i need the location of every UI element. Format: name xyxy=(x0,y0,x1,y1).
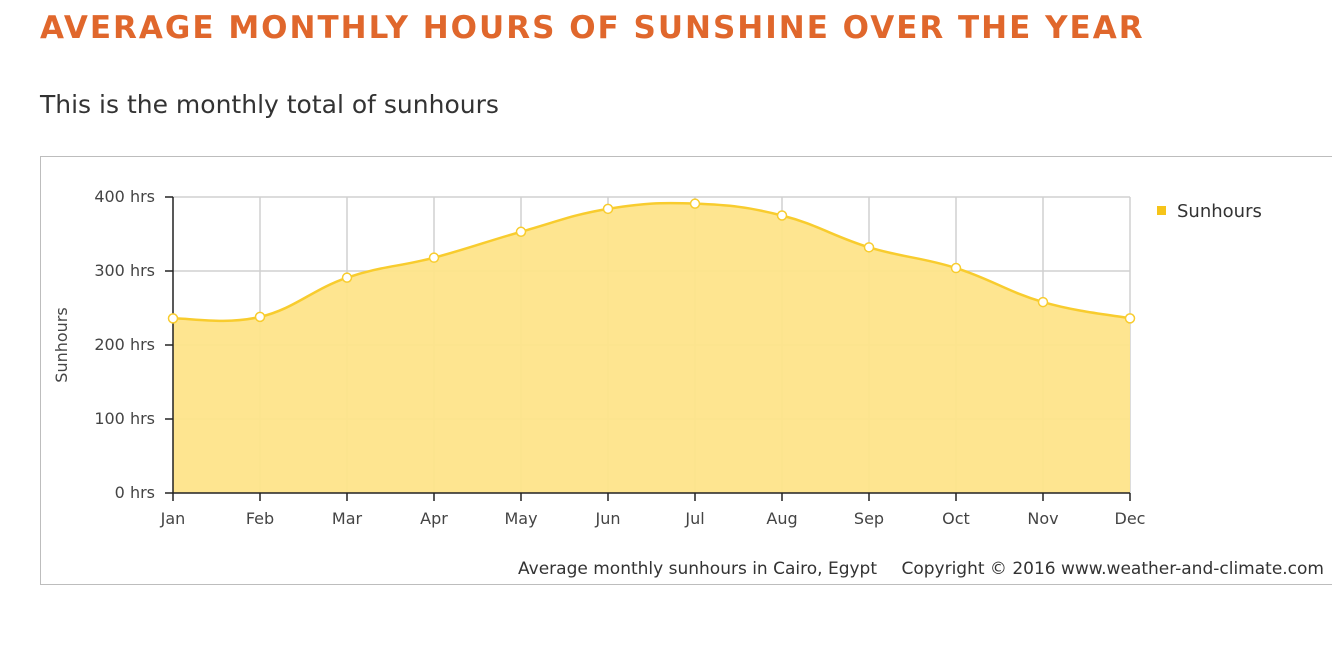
x-tick-label-jul: Jul xyxy=(684,509,704,528)
data-point-oct[interactable] xyxy=(950,262,962,274)
y-tick-label: 0 hrs xyxy=(115,483,155,502)
data-point-aug[interactable] xyxy=(776,210,788,221)
x-tick-label-apr: Apr xyxy=(420,509,448,528)
data-point-jul[interactable] xyxy=(689,198,701,209)
data-point-jun[interactable] xyxy=(602,203,614,215)
data-point-apr[interactable] xyxy=(428,252,440,263)
data-point-nov[interactable] xyxy=(1037,296,1049,308)
page-title: AVERAGE MONTHLY HOURS OF SUNSHINE OVER T… xyxy=(40,10,1145,46)
sunhours-line xyxy=(172,201,1131,323)
x-tick-label-jun: Jun xyxy=(595,509,621,528)
x-tick-label-mar: Mar xyxy=(332,509,363,528)
data-point-mar[interactable] xyxy=(341,272,353,283)
x-tick-label-aug: Aug xyxy=(766,509,797,528)
x-tick-label-sep: Sep xyxy=(854,509,884,528)
x-tick-label-may: May xyxy=(504,509,537,528)
page-subtitle: This is the monthly total of sunhours xyxy=(40,90,499,119)
legend-marker xyxy=(1157,206,1166,215)
data-points xyxy=(167,198,1136,324)
y-axis-title: Sunhours xyxy=(52,307,71,382)
x-tick-label-jan: Jan xyxy=(160,509,186,528)
y-tick-label: 100 hrs xyxy=(94,409,155,428)
data-point-sep[interactable] xyxy=(863,242,875,253)
sunhours-area xyxy=(173,203,1130,493)
sunshine-area-chart: 0 hrs 100 hrs 200 hrs 300 hrs 400 hrs Jan Feb M… xyxy=(52,187,1324,579)
y-tick-label: 400 hrs xyxy=(94,187,155,206)
data-point-dec[interactable] xyxy=(1124,313,1136,324)
data-point-feb[interactable] xyxy=(254,311,266,323)
x-tick-label-oct: Oct xyxy=(942,509,970,528)
chart-container: 0 hrs 100 hrs 200 hrs 300 hrs 400 hrs Jan Feb M… xyxy=(40,156,1332,585)
x-tick-label-nov: Nov xyxy=(1027,509,1058,528)
x-tick-label-dec: Dec xyxy=(1115,509,1146,528)
chart-caption: Average monthly sunhours in Cairo, Egypt xyxy=(518,559,877,579)
x-tick-label-feb: Feb xyxy=(246,509,274,528)
y-tick-label: 200 hrs xyxy=(94,335,155,354)
chart-copyright: Copyright © 2016 www.weather-and-climate… xyxy=(901,559,1324,579)
axes xyxy=(165,196,1131,501)
data-point-jan[interactable] xyxy=(167,313,179,324)
y-tick-label: 300 hrs xyxy=(94,261,155,280)
legend-label-sunhours: Sunhours xyxy=(1177,201,1262,222)
legend[interactable]: Sunhours xyxy=(1157,201,1262,222)
tick-labels: 0 hrs 100 hrs 200 hrs 300 hrs 400 hrs Jan Feb M… xyxy=(94,187,1145,528)
data-point-may[interactable] xyxy=(515,226,527,238)
